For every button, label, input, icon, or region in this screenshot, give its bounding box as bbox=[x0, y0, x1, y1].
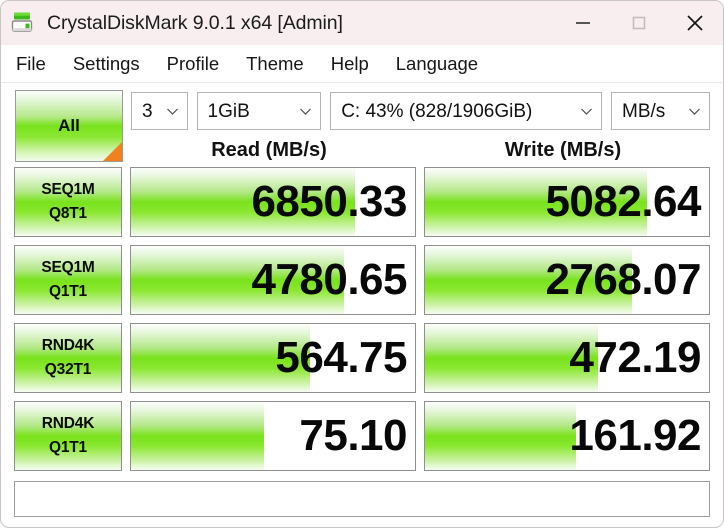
table-row: SEQ1M Q1T1 4780.65 2768.07 bbox=[14, 245, 710, 315]
chevron-down-icon bbox=[581, 108, 592, 115]
write-score-value: 472.19 bbox=[569, 333, 701, 382]
corner-marker-icon bbox=[103, 142, 122, 161]
test-queue-label: Q32T1 bbox=[44, 361, 92, 378]
menu-item-help[interactable]: Help bbox=[330, 52, 369, 74]
read-score-cell-row3[interactable]: 564.75 bbox=[130, 323, 416, 393]
write-score-cell-row4[interactable]: 161.92 bbox=[424, 401, 710, 471]
table-row: RND4K Q1T1 75.10 161.92 bbox=[14, 401, 710, 471]
test-button-seq1m-q1t1[interactable]: SEQ1M Q1T1 bbox=[14, 245, 122, 315]
table-row: RND4K Q32T1 564.75 472.19 bbox=[14, 323, 710, 393]
read-score-cell-row4[interactable]: 75.10 bbox=[130, 401, 416, 471]
write-score-cell-row1[interactable]: 5082.64 bbox=[424, 167, 710, 237]
test-size-value: 1GiB bbox=[207, 100, 250, 122]
test-name-label: SEQ1M bbox=[41, 259, 95, 276]
write-score-value: 5082.64 bbox=[545, 177, 701, 226]
close-button[interactable] bbox=[667, 1, 723, 45]
read-score-bar bbox=[131, 324, 310, 392]
app-icon bbox=[11, 10, 37, 36]
test-button-rnd4k-q32t1[interactable]: RND4K Q32T1 bbox=[14, 323, 122, 393]
toolbar: 3 1GiB C: 43% (828/1906GiB) MB/s bbox=[1, 87, 723, 135]
read-column-header: Read (MB/s) bbox=[211, 139, 327, 161]
write-score-value: 2768.07 bbox=[545, 255, 701, 304]
test-button-seq1m-q8t1[interactable]: SEQ1M Q8T1 bbox=[14, 167, 122, 237]
chevron-down-icon bbox=[166, 108, 178, 115]
test-count-value: 3 bbox=[142, 100, 153, 122]
write-score-bar bbox=[425, 168, 647, 236]
menu-item-language[interactable]: Language bbox=[395, 52, 479, 74]
read-score-cell-row2[interactable]: 4780.65 bbox=[130, 245, 416, 315]
read-score-value: 4780.65 bbox=[251, 255, 407, 304]
results-grid: SEQ1M Q8T1 6850.33 5082.64 SEQ1M Q1T1 47… bbox=[1, 167, 723, 471]
test-size-dropdown[interactable]: 1GiB bbox=[196, 92, 322, 130]
chevron-down-icon bbox=[689, 108, 700, 115]
read-score-value: 564.75 bbox=[275, 333, 407, 382]
test-queue-label: Q1T1 bbox=[49, 439, 87, 456]
test-button-rnd4k-q1t1[interactable]: RND4K Q1T1 bbox=[14, 401, 122, 471]
chevron-down-icon bbox=[300, 108, 312, 115]
test-queue-label: Q1T1 bbox=[49, 283, 87, 300]
status-bar-wrap bbox=[1, 471, 723, 527]
test-name-label: RND4K bbox=[41, 337, 95, 354]
write-column-header: Write (MB/s) bbox=[504, 139, 622, 161]
target-drive-value: C: 43% (828/1906GiB) bbox=[341, 100, 533, 122]
write-score-bar bbox=[425, 324, 599, 392]
test-queue-label: Q8T1 bbox=[49, 205, 87, 222]
menu-item-profile[interactable]: Profile bbox=[166, 52, 220, 74]
minimize-button[interactable] bbox=[555, 1, 611, 45]
maximize-icon bbox=[632, 16, 646, 30]
menu-item-file[interactable]: File bbox=[16, 52, 46, 74]
maximize-button[interactable] bbox=[611, 1, 667, 45]
unit-dropdown[interactable]: MB/s bbox=[611, 92, 710, 130]
column-headers: Read (MB/s) Write (MB/s) bbox=[1, 137, 723, 167]
window-title: CrystalDiskMark 9.0.1 x64 [Admin] bbox=[47, 11, 343, 34]
menu-item-theme[interactable]: Theme bbox=[246, 52, 304, 74]
target-drive-dropdown[interactable]: C: 43% (828/1906GiB) bbox=[330, 92, 602, 130]
write-score-cell-row2[interactable]: 2768.07 bbox=[424, 245, 710, 315]
read-score-bar bbox=[131, 246, 344, 314]
read-score-cell-row1[interactable]: 6850.33 bbox=[130, 167, 416, 237]
menu-item-settings[interactable]: Settings bbox=[72, 52, 140, 74]
close-icon bbox=[687, 15, 703, 31]
title-bar: CrystalDiskMark 9.0.1 x64 [Admin] bbox=[1, 1, 723, 45]
test-count-dropdown[interactable]: 3 bbox=[131, 92, 188, 130]
read-score-bar bbox=[131, 168, 356, 236]
menu-bar: File Settings Profile Theme Help Languag… bbox=[1, 45, 723, 83]
status-bar bbox=[14, 481, 710, 517]
test-name-label: SEQ1M bbox=[41, 181, 95, 198]
table-row: SEQ1M Q8T1 6850.33 5082.64 bbox=[14, 167, 710, 237]
minimize-icon bbox=[576, 22, 590, 24]
write-score-cell-row3[interactable]: 472.19 bbox=[424, 323, 710, 393]
write-score-bar bbox=[425, 402, 576, 470]
disk-drive-icon bbox=[11, 12, 33, 32]
test-name-label: RND4K bbox=[41, 415, 95, 432]
unit-value: MB/s bbox=[622, 100, 666, 122]
window-controls bbox=[555, 1, 723, 45]
read-score-value: 6850.33 bbox=[251, 177, 407, 226]
run-all-label: All bbox=[58, 116, 80, 135]
read-score-bar bbox=[131, 402, 265, 470]
write-score-bar bbox=[425, 246, 633, 314]
write-score-value: 161.92 bbox=[569, 411, 701, 460]
read-score-value: 75.10 bbox=[299, 411, 407, 460]
run-all-button[interactable]: All bbox=[15, 90, 123, 162]
